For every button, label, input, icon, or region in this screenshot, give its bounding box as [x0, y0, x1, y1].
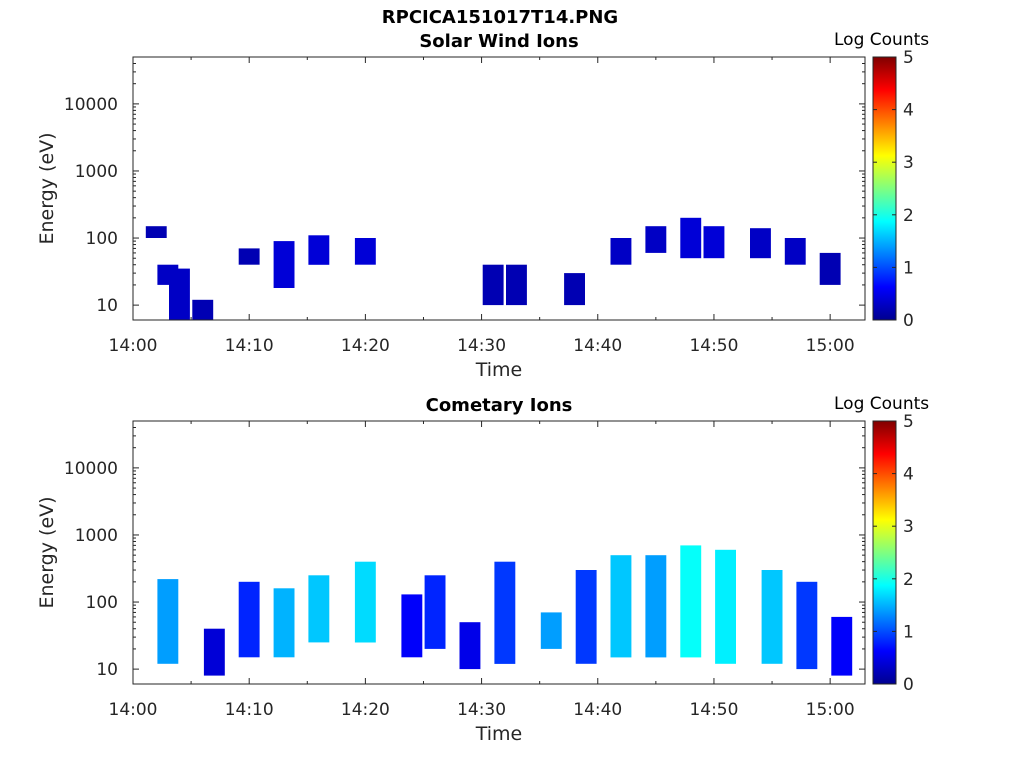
spectrogram-cell [831, 616, 853, 676]
y-tick-label: 10000 [64, 459, 118, 479]
colorbar-tick-label: 1 [903, 258, 914, 278]
colorbar-tick-label: 0 [903, 311, 914, 331]
spectrogram-cell [494, 561, 516, 664]
spectrogram-cell [680, 217, 702, 259]
spectrogram-cell [273, 588, 295, 658]
spectrogram-cell [506, 264, 527, 306]
spectrogram-cell [354, 238, 376, 265]
spectrogram-cell [482, 264, 504, 306]
colorbar-tick-label: 1 [903, 622, 914, 642]
spectrogram-cell [715, 549, 736, 664]
colorbar-tick-label: 5 [903, 48, 914, 68]
spectrogram-cell [819, 252, 841, 285]
spectrogram-cell [238, 248, 260, 265]
spectrogram-cell [157, 579, 179, 664]
spectrogram-cell [645, 555, 667, 658]
spectrogram-cell [703, 226, 725, 259]
y-tick-label: 100 [86, 593, 118, 613]
x-tick-label: 15:00 [806, 336, 855, 356]
spectrogram-cell [203, 628, 225, 676]
spectrogram-cell [424, 575, 446, 649]
colorbar [872, 56, 897, 321]
y-tick-label: 10 [96, 660, 118, 680]
spectrogram-cell [680, 545, 702, 658]
spectrogram-cell [750, 228, 771, 259]
spectrogram-cell [761, 570, 783, 664]
y-tick-label: 100 [86, 229, 118, 249]
spectrogram-cell [169, 268, 190, 320]
spectrogram-cell [645, 226, 667, 253]
colorbar-tick-label: 4 [903, 101, 914, 121]
spectrogram-cell [308, 235, 330, 265]
panel-2-title: Cometary Ions [425, 395, 573, 416]
spectrogram-cell [401, 594, 423, 658]
spectrogram-cell [273, 241, 295, 288]
x-tick-label: 14:50 [689, 700, 738, 720]
spectrogram-cell [238, 581, 260, 658]
spectrogram-cell [145, 226, 167, 238]
panel-1-title: Solar Wind Ions [419, 31, 579, 52]
figure-title: RPCICA151017T14.PNG [381, 7, 619, 28]
x-tick-label: 14:40 [573, 336, 622, 356]
x-axis-label: Time [475, 723, 523, 745]
spectrogram-cell [575, 570, 597, 664]
y-tick-label: 1000 [75, 526, 118, 546]
colorbar-tick-label: 2 [903, 206, 914, 226]
colorbar-1-title: Log Counts [834, 30, 930, 50]
y-tick-label: 10000 [64, 95, 118, 115]
colorbar [872, 420, 897, 685]
spectrogram-cell [308, 575, 330, 643]
x-axis-label: Time [475, 359, 523, 381]
x-tick-label: 14:10 [225, 700, 274, 720]
spectrogram-cell [796, 581, 818, 670]
spectrogram-cell [354, 561, 376, 643]
spectrogram-cell [784, 238, 806, 265]
spectrogram-cell [540, 612, 562, 649]
x-tick-label: 14:10 [225, 336, 274, 356]
spectrogram-cell [192, 299, 214, 320]
x-tick-label: 14:30 [457, 700, 506, 720]
y-axis-label: Energy (eV) [36, 132, 58, 244]
x-tick-label: 14:20 [341, 336, 390, 356]
plot-frame [132, 420, 866, 685]
spectrogram-cell [610, 555, 632, 658]
spectrogram-cell [610, 238, 632, 265]
x-tick-label: 14:50 [689, 336, 738, 356]
colorbar-tick-label: 3 [903, 517, 914, 537]
x-tick-label: 15:00 [806, 700, 855, 720]
x-tick-label: 14:00 [109, 336, 158, 356]
colorbar-tick-label: 3 [903, 153, 914, 173]
colorbar-tick-label: 5 [903, 412, 914, 432]
x-tick-label: 14:30 [457, 336, 506, 356]
colorbar-tick-label: 2 [903, 570, 914, 590]
x-tick-label: 14:20 [341, 700, 390, 720]
y-axis-label: Energy (eV) [36, 496, 58, 608]
spectrogram-cell [459, 622, 481, 670]
colorbar-tick-label: 0 [903, 675, 914, 695]
colorbar-tick-label: 4 [903, 465, 914, 485]
x-tick-label: 14:00 [109, 700, 158, 720]
x-tick-label: 14:40 [573, 700, 622, 720]
spectrogram-cell [564, 273, 585, 306]
plot-frame [132, 56, 866, 321]
y-tick-label: 10 [96, 296, 118, 316]
colorbar-2-title: Log Counts [834, 394, 930, 414]
y-tick-label: 1000 [75, 162, 118, 182]
